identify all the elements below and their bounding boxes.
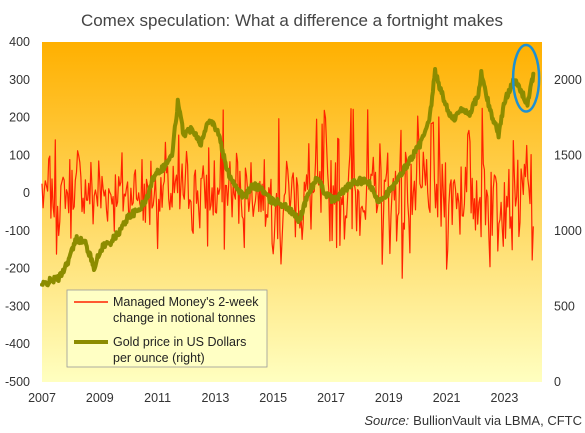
- y-left-tick-label: -100: [5, 224, 30, 238]
- legend-box: [66, 289, 268, 368]
- legend: Managed Money's 2-week change in notional…: [66, 289, 268, 368]
- legend-label-gold-price: Gold price in US Dollars per ounce (right…: [113, 335, 246, 365]
- y-left-tick-label: 300: [9, 73, 30, 87]
- right-axis: 2000 1500 1000 500 0: [554, 73, 582, 389]
- y-left-tick-label: -400: [5, 337, 30, 351]
- legend-label-gold-price-line2: per ounce (right): [113, 351, 205, 365]
- y-right-tick-label: 0: [554, 375, 561, 389]
- source-note: Source: BullionVault via LBMA, CFTC: [364, 413, 582, 428]
- y-right-tick-label: 2000: [554, 73, 582, 87]
- y-left-tick-label: 0: [23, 186, 30, 200]
- series-group: [40, 67, 536, 288]
- y-left-tick-label: -200: [5, 262, 30, 276]
- x-tick-label: 2007: [28, 391, 56, 405]
- x-tick-label: 2021: [433, 391, 461, 405]
- y-left-tick-label: 400: [9, 35, 30, 49]
- legend-label-gold-price-line1: Gold price in US Dollars: [113, 335, 246, 349]
- x-tick-label: 2009: [86, 391, 114, 405]
- y-left-tick-label: 200: [9, 111, 30, 125]
- legend-label-managed-money-line1: Managed Money's 2-week: [113, 295, 259, 309]
- series-line-gold-price: [40, 67, 536, 288]
- x-tick-label: 2019: [375, 391, 403, 405]
- left-axis: 400 300 200 100 0 -100 -200 -300 -400 -500: [5, 35, 30, 389]
- y-right-tick-label: 1500: [554, 148, 582, 162]
- highlight-ellipse: [511, 43, 541, 113]
- source-text: BullionVault via LBMA, CFTC: [413, 413, 582, 428]
- x-tick-label: 2011: [144, 391, 171, 405]
- legend-label-managed-money: Managed Money's 2-week change in notional…: [113, 295, 259, 325]
- y-right-tick-label: 500: [554, 299, 575, 313]
- source-prefix: Source:: [364, 413, 409, 428]
- y-right-tick-label: 1000: [554, 224, 582, 238]
- series-line-managed-money: [41, 107, 534, 279]
- x-tick-label: 2017: [317, 391, 345, 405]
- y-left-tick-label: -300: [5, 299, 30, 313]
- legend-label-managed-money-line2: change in notional tonnes: [113, 311, 255, 325]
- y-left-tick-label: 100: [9, 148, 30, 162]
- chart-title: Comex speculation: What a difference a f…: [81, 11, 503, 30]
- y-left-tick-label: -500: [5, 375, 30, 389]
- x-axis: 2007 2009 2011 2013 2015 2017 2019 2021 2023: [28, 391, 518, 405]
- x-tick-label: 2023: [491, 391, 519, 405]
- x-tick-label: 2013: [202, 391, 230, 405]
- x-tick-label: 2015: [259, 391, 287, 405]
